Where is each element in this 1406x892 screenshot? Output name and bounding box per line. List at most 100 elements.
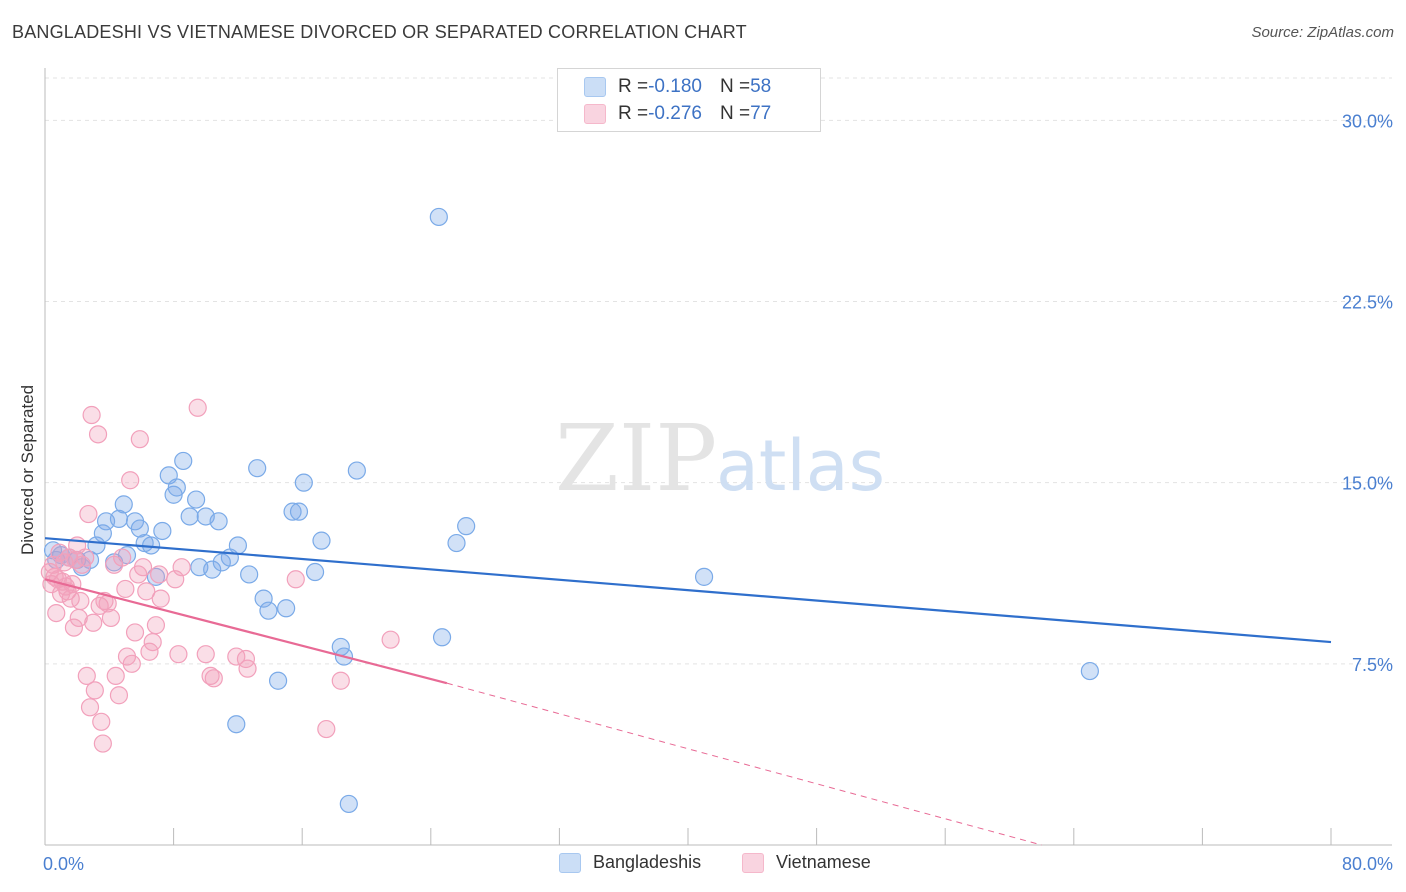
vietnamese-point xyxy=(88,425,108,444)
vietnamese-point xyxy=(121,471,140,490)
vietnamese-point xyxy=(172,558,191,577)
bangladeshi-point xyxy=(180,507,199,526)
series-legend-bangladeshis[interactable]: Bangladeshis xyxy=(559,852,701,873)
vietnamese-trend-line xyxy=(44,578,448,685)
bangladeshi-trend-line xyxy=(44,537,1332,644)
vietnamese-point xyxy=(201,666,220,686)
vietnamese-point xyxy=(196,645,215,664)
vietnamese-point xyxy=(64,618,84,637)
bangladeshi-point xyxy=(117,546,137,565)
legend-n-label: N = xyxy=(719,103,751,124)
legend-swatch-bangladeshi xyxy=(584,77,606,97)
bangladeshi-point xyxy=(187,490,206,509)
bangladeshi-point xyxy=(289,502,309,521)
vietnamese-point xyxy=(150,565,169,584)
bangladeshi-point xyxy=(227,715,246,734)
vietnamese-point xyxy=(82,405,101,425)
vietnamese-point xyxy=(130,430,149,449)
vietnamese-point xyxy=(50,543,69,562)
correlation-legend: R = -0.180 N = 58 R = -0.276 N = 77 xyxy=(557,68,821,132)
vietnamese-point xyxy=(113,548,132,567)
watermark-zip: ZIP xyxy=(555,405,717,512)
vietnamese-point xyxy=(133,558,153,577)
tick-labels: 7.5% 15.0% 22.5% 30.0% 0.0% 80.0% xyxy=(43,111,1393,874)
vietnamese-point xyxy=(76,548,95,567)
bangladeshi-point xyxy=(277,599,296,618)
vietnamese-point xyxy=(106,666,125,686)
vietnamese-point xyxy=(140,642,159,661)
watermark-atlas: atlas xyxy=(716,425,885,507)
legend-row-bangladeshi: R = -0.180 N = 58 xyxy=(584,75,771,99)
bangladeshi-point xyxy=(339,794,358,814)
data-points xyxy=(40,207,1099,814)
bangladeshi-point xyxy=(447,533,466,553)
series-legend-vietnamese[interactable]: Vietnamese xyxy=(742,852,871,873)
vietnamese-point xyxy=(77,666,96,686)
vietnamese-trend-extension xyxy=(446,682,1042,846)
bangladeshi-point xyxy=(248,459,267,478)
vietnamese-point xyxy=(188,398,207,417)
bangladeshi-point xyxy=(259,601,278,620)
vietnamese-point xyxy=(80,698,100,717)
vietnamese-point xyxy=(71,591,90,611)
vietnamese-point xyxy=(109,686,129,705)
vietnamese-point xyxy=(125,623,145,642)
vietnamese-point xyxy=(146,616,166,635)
vietnamese-point xyxy=(331,671,350,690)
legend-n-value: 58 xyxy=(750,76,772,97)
legend-r-value: -0.276 xyxy=(648,103,702,124)
vietnamese-point xyxy=(169,645,188,664)
bangladeshi-point xyxy=(694,567,714,586)
vietnamese-point xyxy=(47,603,66,623)
bangladeshi-point xyxy=(203,560,222,579)
legend-row-vietnamese: R = -0.276 N = 77 xyxy=(584,102,771,126)
y-axis-label: Divorced or Separated xyxy=(18,385,37,555)
vietnamese-point xyxy=(317,719,336,739)
x-tick-label: 0.0% xyxy=(43,854,84,874)
vietnamese-point xyxy=(381,630,400,649)
legend-r-value: -0.180 xyxy=(648,76,702,97)
vietnamese-point xyxy=(116,579,135,599)
vietnamese-point xyxy=(286,570,305,589)
bangladeshi-point xyxy=(153,521,172,541)
y-tick-label: 30.0% xyxy=(1342,111,1393,131)
bangladeshi-point xyxy=(228,536,247,555)
bangladeshi-point xyxy=(167,478,186,497)
vietnamese-point xyxy=(122,654,141,673)
series-label-vietnamese: Vietnamese xyxy=(776,852,871,872)
y-tick-label: 22.5% xyxy=(1342,292,1393,312)
chart-title: BANGLADESHI VS VIETNAMESE DIVORCED OR SE… xyxy=(12,22,747,42)
legend-r-label: R = xyxy=(618,76,649,97)
legend-n-value: 77 xyxy=(750,103,772,124)
bangladeshi-point xyxy=(457,517,476,536)
vietnamese-point xyxy=(79,504,98,524)
x-tick-label: 80.0% xyxy=(1342,854,1393,874)
vietnamese-point xyxy=(238,659,257,678)
trend-lines xyxy=(44,537,1332,846)
bangladeshi-point xyxy=(432,628,452,647)
bangladeshi-point xyxy=(294,473,313,492)
vietnamese-point xyxy=(101,608,121,628)
bangladeshi-point xyxy=(114,495,133,514)
watermark: ZIP atlas xyxy=(555,405,885,512)
bangladeshi-point xyxy=(146,567,166,586)
legend-swatch-vietnamese xyxy=(584,104,606,124)
y-tick-label: 15.0% xyxy=(1342,474,1393,494)
vietnamese-point xyxy=(85,681,104,700)
bangladeshi-point xyxy=(209,512,228,531)
bangladeshi-point xyxy=(429,207,448,227)
bangladeshi-point xyxy=(268,671,288,690)
bangladeshi-point xyxy=(240,565,259,584)
series-label-bangladeshis: Bangladeshis xyxy=(593,852,702,872)
vietnamese-point xyxy=(137,582,156,601)
bangladeshi-point xyxy=(174,451,193,471)
bangladeshi-point xyxy=(254,589,273,608)
y-tick-label: 7.5% xyxy=(1352,655,1393,675)
vietnamese-point xyxy=(151,589,170,608)
vietnamese-point xyxy=(92,712,111,731)
legend-r-label: R = xyxy=(618,103,649,124)
vietnamese-point xyxy=(204,669,223,688)
bangladeshi-point xyxy=(130,519,149,538)
bangladeshi-point xyxy=(347,461,366,480)
